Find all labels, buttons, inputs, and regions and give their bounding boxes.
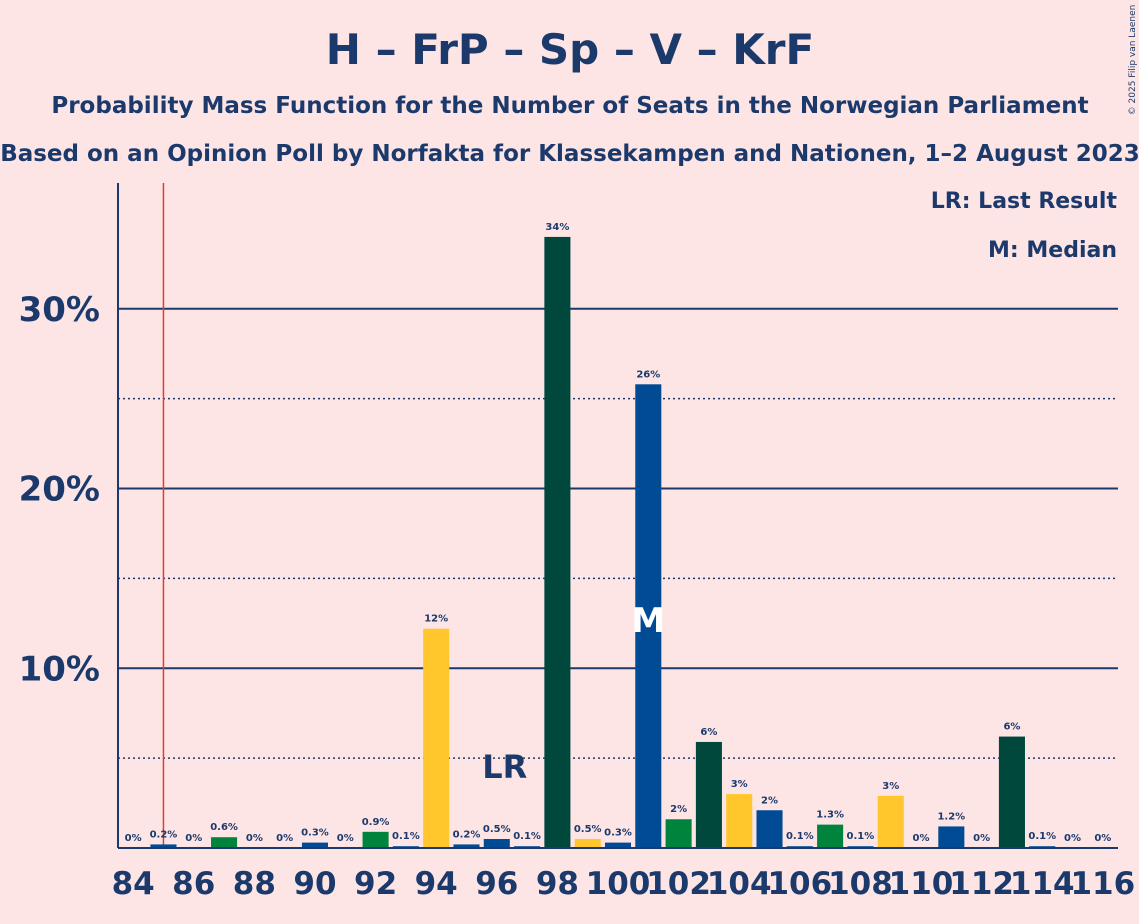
value-label: 26% [636, 369, 660, 380]
copyright: © 2025 Filip van Laenen [1128, 5, 1138, 116]
value-label: 0% [125, 833, 142, 844]
value-label: 0.6% [210, 822, 238, 833]
x-tick-label: 110 [889, 866, 954, 902]
bar [211, 837, 238, 848]
bar [877, 795, 904, 848]
legend-entry: M: Median [988, 238, 1117, 263]
value-label: 1.2% [937, 811, 965, 822]
value-label: 3% [731, 779, 748, 790]
chart-subtitle: Based on an Opinion Poll by Norfakta for… [0, 141, 1139, 167]
x-tick-label: 96 [475, 866, 518, 902]
bar [301, 842, 328, 848]
bar [665, 819, 692, 848]
value-label: 0% [913, 833, 930, 844]
value-label: 0% [246, 833, 263, 844]
y-tick-label: 20% [19, 470, 100, 510]
bar [423, 628, 450, 848]
median-label: M [631, 601, 665, 641]
bar [483, 839, 510, 848]
value-label: 0.2% [453, 829, 481, 840]
x-tick-label: 98 [536, 866, 579, 902]
bar [695, 741, 722, 848]
x-tick-label: 92 [354, 866, 397, 902]
last-result-label: LR [482, 748, 527, 786]
value-label: 0% [1064, 833, 1081, 844]
value-label: 0% [1094, 833, 1111, 844]
bar [150, 844, 177, 848]
x-tick-label: 108 [828, 866, 893, 902]
x-tick-label: 102 [646, 866, 711, 902]
x-tick-label: 112 [949, 866, 1014, 902]
value-label: 0.1% [786, 831, 814, 842]
x-tick-label: 104 [707, 866, 772, 902]
legend-entry: LR: Last Result [931, 189, 1118, 214]
bar [574, 839, 601, 848]
value-label: 34% [545, 222, 569, 233]
value-label: 0.1% [847, 831, 875, 842]
value-label: 3% [882, 781, 899, 792]
value-label: 1.3% [816, 810, 844, 821]
value-label: 6% [700, 727, 717, 738]
value-label: 0.3% [604, 828, 632, 839]
bar [604, 842, 632, 848]
value-label: 0% [276, 833, 293, 844]
y-tick-label: 10% [19, 649, 100, 689]
x-tick-label: 88 [233, 866, 276, 902]
bar [756, 810, 783, 848]
x-tick-label: 86 [172, 866, 215, 902]
chart-title: H – FrP – Sp – V – KrF [326, 25, 814, 74]
chart-subtitle: Probability Mass Function for the Number… [51, 93, 1088, 119]
x-tick-label: 100 [586, 866, 651, 902]
bar [938, 826, 965, 848]
value-label: 0.1% [513, 831, 541, 842]
value-label: 6% [1003, 722, 1020, 733]
value-label: 0.9% [362, 817, 390, 828]
bar [635, 384, 662, 848]
value-label: 0% [185, 833, 202, 844]
value-label: 0.2% [150, 829, 178, 840]
x-tick-label: 106 [767, 866, 832, 902]
value-label: 0.5% [574, 824, 602, 835]
value-label: 0.3% [301, 828, 329, 839]
value-label: 0% [337, 833, 354, 844]
x-tick-label: 116 [1070, 866, 1135, 902]
value-label: 2% [761, 795, 778, 806]
bar [817, 824, 844, 848]
bar [362, 831, 389, 848]
bar [544, 236, 571, 848]
bar [998, 736, 1025, 848]
value-label: 0.1% [1028, 831, 1056, 842]
y-tick-label: 30% [19, 290, 100, 330]
value-label: 12% [424, 614, 448, 625]
value-label: 0.1% [392, 831, 420, 842]
x-tick-label: 114 [1010, 866, 1075, 902]
value-label: 0.5% [483, 824, 511, 835]
x-tick-label: 90 [293, 866, 336, 902]
bar [453, 844, 480, 848]
value-label: 2% [670, 804, 687, 815]
bar [726, 794, 753, 848]
value-label: 0% [973, 833, 990, 844]
x-tick-label: 84 [112, 866, 155, 902]
x-tick-label: 94 [415, 866, 458, 902]
